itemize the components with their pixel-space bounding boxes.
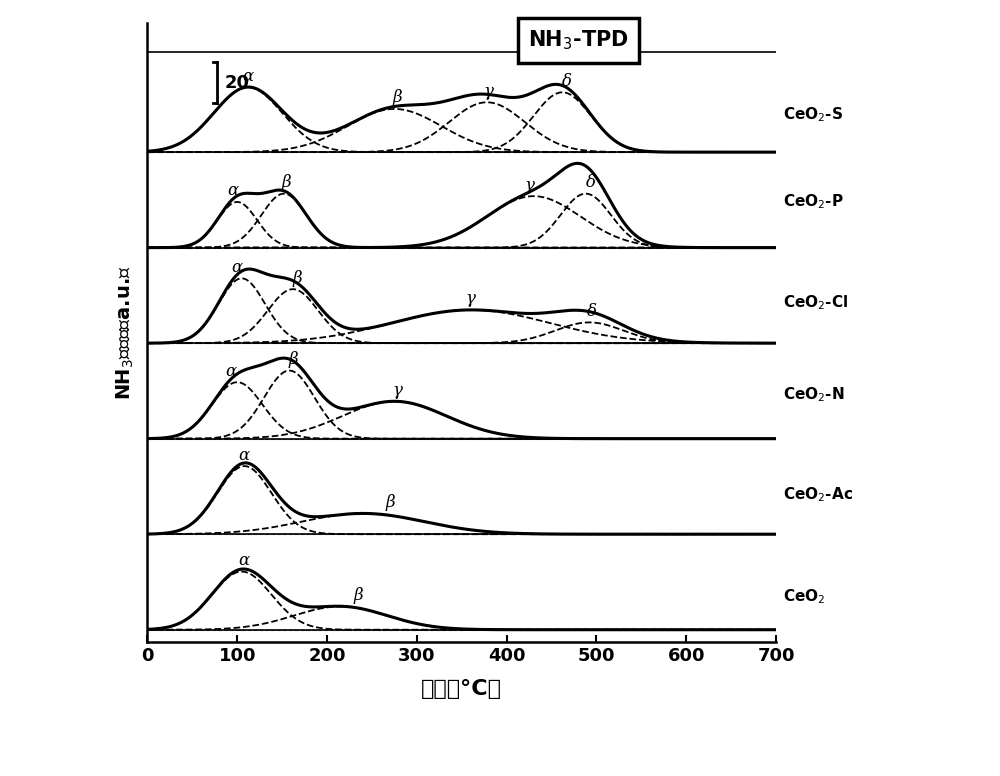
Text: α: α — [227, 182, 238, 199]
Text: CeO$_2$-Ac: CeO$_2$-Ac — [783, 486, 853, 504]
Text: 20: 20 — [225, 74, 250, 92]
Text: α: α — [239, 447, 250, 463]
Text: CeO$_2$-S: CeO$_2$-S — [783, 106, 843, 124]
Y-axis label: NH$_3$脱附量（a.u.）: NH$_3$脱附量（a.u.） — [115, 265, 136, 400]
Text: α: α — [242, 68, 254, 85]
Text: CeO$_2$-P: CeO$_2$-P — [783, 192, 844, 210]
Text: NH$_3$-TPD: NH$_3$-TPD — [528, 29, 629, 52]
Text: α: α — [239, 552, 250, 569]
Text: γ: γ — [392, 382, 402, 399]
Text: α: α — [232, 259, 243, 276]
Text: δ: δ — [562, 73, 572, 90]
Text: β: β — [293, 270, 302, 286]
Text: γ: γ — [466, 290, 476, 307]
Text: δ: δ — [586, 174, 596, 191]
Text: δ: δ — [587, 303, 597, 320]
Text: γ: γ — [484, 83, 494, 100]
Text: γ: γ — [524, 177, 534, 194]
Text: β: β — [282, 174, 291, 191]
Text: CeO$_2$-N: CeO$_2$-N — [783, 385, 845, 404]
Text: β: β — [288, 351, 298, 368]
Text: CeO$_2$: CeO$_2$ — [783, 587, 826, 605]
X-axis label: 温度（°C）: 温度（°C） — [421, 679, 502, 699]
Text: α: α — [225, 362, 237, 379]
Text: CeO$_2$-Cl: CeO$_2$-Cl — [783, 293, 849, 312]
Text: β: β — [354, 587, 363, 604]
Text: β: β — [392, 89, 402, 106]
Text: β: β — [385, 494, 395, 511]
